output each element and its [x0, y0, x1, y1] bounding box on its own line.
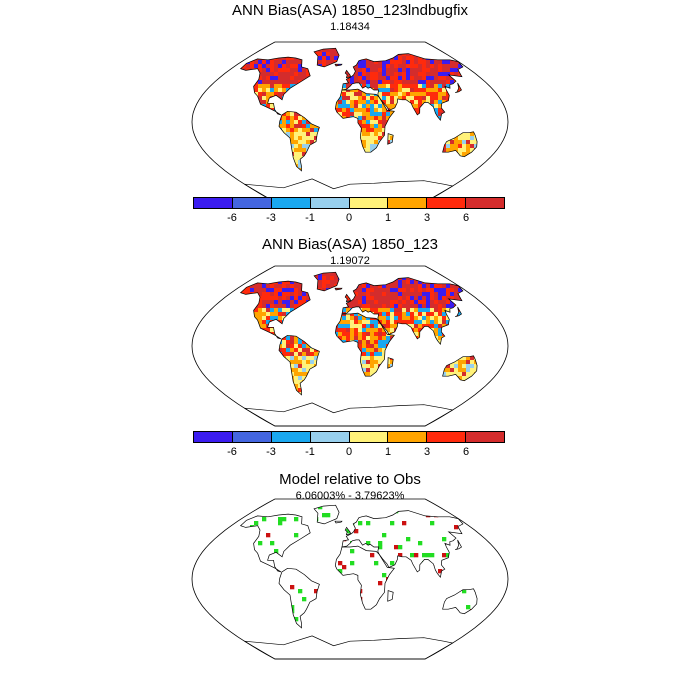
colorbar-label: 0	[345, 212, 353, 224]
colorbar-label: 1	[384, 446, 392, 458]
bias-field	[240, 272, 478, 395]
colorbar-label: -6	[227, 212, 237, 224]
colorbar-swatch	[388, 198, 428, 208]
map-border	[191, 498, 509, 660]
colorbar-swatch	[232, 432, 272, 442]
coastline	[387, 357, 394, 369]
coastline	[455, 539, 462, 551]
coastline	[442, 355, 478, 382]
panel-2-colorbar	[193, 431, 505, 443]
coastline	[341, 510, 464, 578]
colorbar-label: 6	[462, 212, 470, 224]
colorbar-label: -1	[305, 446, 315, 458]
coastline	[455, 82, 462, 94]
colorbar-swatch	[310, 198, 350, 208]
panel-1-map	[191, 41, 509, 203]
panel-2-subtitle: 1.19072	[330, 255, 370, 267]
bias-field	[240, 48, 478, 171]
coastline	[244, 402, 454, 427]
panel-1-colorbar-labels: -6 -3 -1 0 1 3 6	[193, 212, 505, 226]
colorbar-label: 3	[423, 212, 431, 224]
coastline	[239, 280, 311, 340]
colorbar-label: -1	[305, 212, 315, 224]
colorbar-label: -6	[227, 446, 237, 458]
panel-1-subtitle: 1.18434	[330, 21, 370, 33]
coastline	[387, 590, 394, 602]
colorbar-swatch	[466, 198, 504, 208]
colorbar-label: 1	[384, 212, 392, 224]
coastline	[334, 63, 343, 67]
colorbar-label: 0	[345, 446, 353, 458]
coastline	[313, 271, 340, 292]
colorbar-swatch	[388, 432, 428, 442]
colorbar-swatch	[349, 432, 389, 442]
colorbar-swatch	[271, 432, 311, 442]
panel-1-colorbar	[193, 197, 505, 209]
colorbar-label: -3	[266, 212, 276, 224]
colorbar-swatch	[310, 432, 350, 442]
coastline	[334, 287, 343, 291]
coastline	[334, 520, 343, 524]
coastline	[341, 53, 464, 121]
colorbar-swatch	[271, 198, 311, 208]
colorbar-label: 6	[462, 446, 470, 458]
coastline	[455, 306, 462, 318]
bias-field	[242, 505, 478, 628]
coastline	[278, 110, 320, 172]
coastline	[313, 504, 340, 525]
coastline	[442, 588, 478, 615]
colorbar-swatch	[427, 432, 467, 442]
colorbar-swatch	[427, 198, 467, 208]
coastline	[344, 526, 352, 536]
coastline	[334, 312, 395, 377]
panel-2-map	[191, 265, 509, 427]
coastline	[334, 545, 395, 610]
coastline	[387, 133, 394, 145]
panel-2-title: ANN Bias(ASA) 1850_123	[262, 236, 438, 253]
colorbar-label: 3	[423, 446, 431, 458]
coastline	[334, 88, 395, 153]
coastline	[239, 56, 311, 116]
coastline	[313, 47, 340, 68]
coastline	[344, 69, 352, 79]
colorbar-label: -3	[266, 446, 276, 458]
coastline	[341, 277, 464, 345]
panel-2-colorbar-labels: -6 -3 -1 0 1 3 6	[193, 446, 505, 460]
coastline	[239, 513, 311, 573]
coastline	[244, 635, 454, 660]
colorbar-swatch	[194, 432, 233, 442]
coastline	[278, 567, 320, 629]
coastline	[344, 293, 352, 303]
coastline	[442, 131, 478, 158]
panel-3-title: Model relative to Obs	[279, 471, 421, 488]
map-border	[191, 265, 509, 427]
panel-3-map	[191, 498, 509, 660]
panel-1-title: ANN Bias(ASA) 1850_123lndbugfix	[232, 2, 468, 19]
colorbar-swatch	[232, 198, 272, 208]
colorbar-swatch	[466, 432, 504, 442]
coastline	[278, 334, 320, 396]
colorbar-swatch	[194, 198, 233, 208]
colorbar-swatch	[349, 198, 389, 208]
